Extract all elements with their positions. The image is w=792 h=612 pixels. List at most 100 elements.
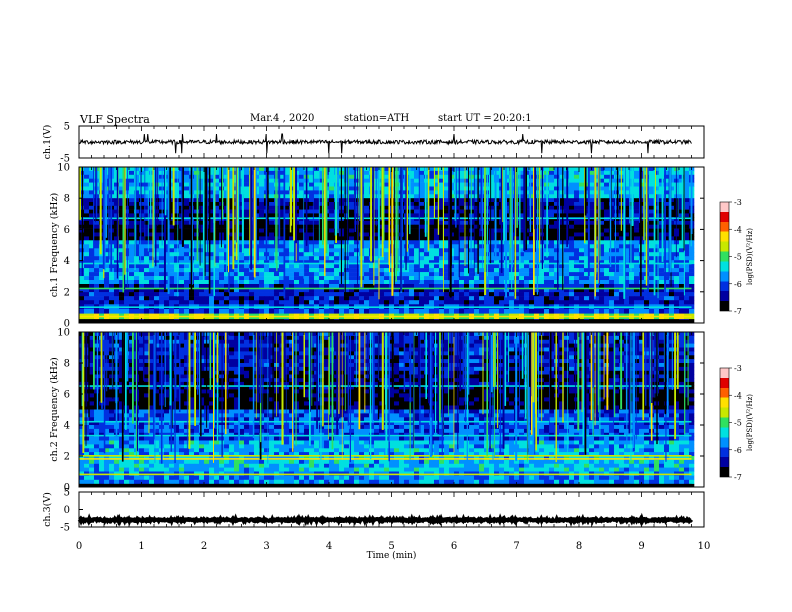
psd-cell [344, 236, 350, 241]
psd-cell [649, 236, 655, 241]
psd-cell [679, 292, 685, 297]
psd-cell [534, 300, 540, 305]
psd-cell [549, 202, 555, 207]
psd-cell [634, 190, 640, 195]
psd-cell [459, 217, 465, 222]
psd-cell [94, 309, 100, 314]
psd-cell [119, 296, 125, 301]
psd-cell [329, 205, 335, 210]
psd-cell [369, 296, 375, 301]
psd-cell [459, 284, 465, 289]
psd-cell [594, 213, 600, 218]
psd-cell [459, 224, 465, 229]
psd-cell [329, 220, 335, 225]
psd-cell [239, 309, 245, 314]
psd-cell [579, 260, 585, 265]
psd-cell [84, 236, 90, 241]
sferic-streak [140, 167, 141, 264]
psd-cell [544, 256, 550, 261]
psd-cell [374, 198, 380, 203]
psd-cell [469, 309, 475, 314]
sferic-streak [471, 167, 472, 215]
psd-cell [624, 202, 630, 207]
psd-cell [204, 276, 210, 281]
psd-cell [154, 236, 160, 241]
sferic-streak [503, 167, 505, 241]
psd-cell [364, 284, 370, 289]
psd-cell [559, 209, 565, 214]
psd-cell [149, 296, 155, 301]
psd-cell [284, 300, 290, 305]
psd-cell [394, 280, 400, 285]
psd-cell [364, 244, 370, 249]
psd-cell [79, 186, 85, 191]
psd-cell [654, 205, 660, 210]
psd-cell [279, 217, 285, 222]
psd-cell [619, 260, 625, 265]
psd-cell [124, 252, 130, 257]
psd-cell [309, 240, 315, 245]
psd-cell [434, 220, 440, 225]
psd-cell [374, 186, 380, 191]
psd-cell [679, 244, 685, 249]
psd-cell [474, 248, 480, 253]
psd-cell [584, 292, 590, 297]
psd-cell [284, 240, 290, 245]
psd-cell [349, 300, 355, 305]
psd-cell [494, 217, 500, 222]
psd-cell [324, 260, 330, 265]
psd-cell [289, 232, 295, 237]
psd-cell [459, 194, 465, 199]
psd-cell [289, 280, 295, 285]
psd-cell [279, 248, 285, 253]
psd-cell [454, 309, 460, 314]
psd-cell [334, 252, 340, 257]
psd-cell [474, 284, 480, 289]
psd-cell [94, 256, 100, 261]
psd-cell [429, 248, 435, 253]
psd-cell [429, 198, 435, 203]
psd-cell [444, 194, 450, 199]
psd-cell [489, 217, 495, 222]
psd-cell [364, 170, 370, 176]
psd-cell [534, 236, 540, 241]
psd-cell [594, 288, 600, 293]
psd-cell [354, 248, 360, 253]
psd-cell [209, 240, 215, 245]
psd-cell [284, 217, 290, 222]
psd-cell [429, 209, 435, 214]
psd-cell [689, 296, 695, 301]
psd-cell [569, 228, 575, 233]
psd-cell [564, 260, 570, 265]
psd-cell [689, 244, 695, 249]
psd-cell [599, 268, 605, 273]
psd-cell [124, 205, 130, 210]
psd-cell [554, 284, 560, 289]
psd-cell [199, 220, 205, 225]
psd-cell [679, 174, 685, 179]
psd-cell [134, 190, 140, 195]
psd-cell [199, 205, 205, 210]
psd-cell [349, 244, 355, 249]
psd-cell [669, 224, 675, 229]
psd-cell [349, 186, 355, 191]
psd-cell [549, 268, 555, 273]
psd-cell [119, 232, 125, 237]
sferic-streak [199, 167, 201, 266]
psd-cell [494, 202, 500, 207]
psd-cell [309, 300, 315, 305]
psd-cell [129, 198, 135, 203]
psd-cell [194, 288, 200, 293]
psd-cell [479, 236, 485, 241]
psd-cell [574, 213, 580, 218]
psd-cell [379, 260, 385, 265]
psd-cell [124, 276, 130, 281]
psd-cell [309, 167, 315, 172]
psd-cell [184, 288, 190, 293]
psd-cell [299, 284, 305, 289]
psd-cell [314, 292, 320, 297]
psd-cell [484, 220, 490, 225]
psd-cell [629, 236, 635, 241]
psd-cell [674, 288, 680, 293]
psd-cell [654, 220, 660, 225]
